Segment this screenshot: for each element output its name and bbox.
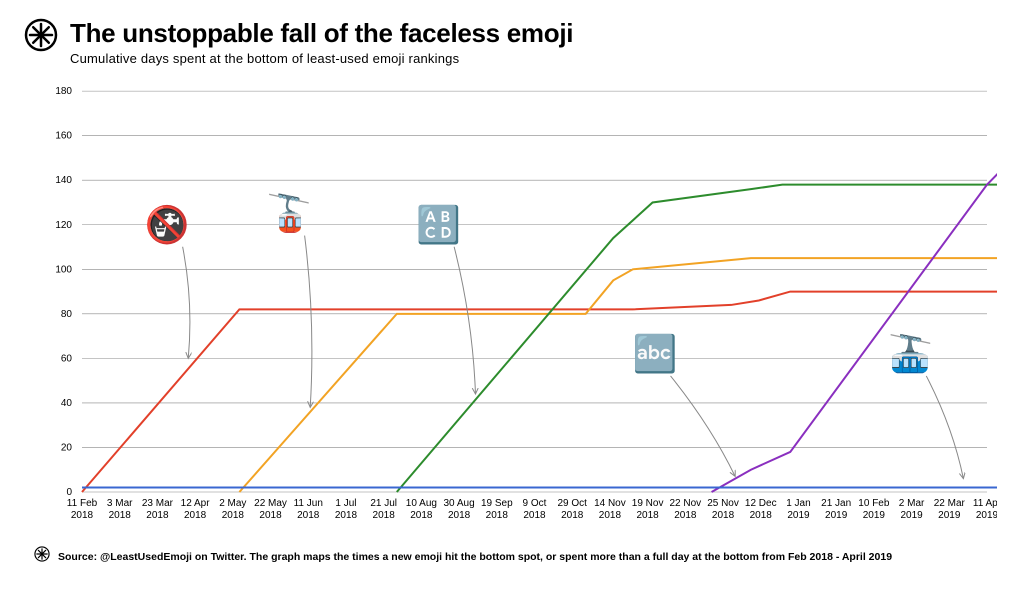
x-tick-label: 2018 — [109, 510, 132, 521]
chart-subtitle: Cumulative days spent at the bottom of l… — [70, 51, 1000, 66]
x-tick-label: 2018 — [712, 510, 735, 521]
x-tick-label: 21 Jan — [821, 498, 851, 509]
y-tick-label: 20 — [61, 442, 73, 453]
x-tick-label: 2018 — [335, 510, 358, 521]
callout-arrow — [671, 376, 736, 476]
x-tick-label: 1 Jul — [335, 498, 356, 509]
x-tick-label: 11 Apr — [973, 498, 997, 509]
x-tick-label: 22 Nov — [669, 498, 701, 509]
x-tick-label: 2018 — [71, 510, 94, 521]
y-tick-label: 80 — [61, 309, 73, 320]
y-tick-label: 0 — [66, 487, 72, 498]
x-tick-label: 19 Nov — [632, 498, 664, 509]
x-tick-label: 10 Aug — [406, 498, 437, 509]
x-tick-label: 2018 — [448, 510, 471, 521]
chart: 02040608010012014016018011 Feb20183 Mar2… — [27, 72, 997, 542]
callout-emoji-mountain-cableway: 🚠 — [888, 333, 933, 374]
x-tick-label: 2018 — [184, 510, 207, 521]
y-tick-label: 60 — [61, 353, 73, 364]
x-tick-label: 2018 — [674, 510, 697, 521]
x-tick-label: 9 Oct — [523, 498, 547, 509]
x-tick-label: 2018 — [599, 510, 622, 521]
footer-logo-icon — [34, 546, 50, 567]
y-tick-label: 160 — [55, 131, 72, 142]
callout-emoji-aerial-tramway: 🚡 — [267, 193, 312, 234]
x-tick-label: 2018 — [410, 510, 433, 521]
x-tick-label: 2019 — [938, 510, 961, 521]
x-tick-label: 2019 — [976, 510, 997, 521]
callout-emoji-non-potable-water: 🚱 — [145, 204, 190, 245]
y-tick-label: 40 — [61, 398, 73, 409]
x-tick-label: 11 Jun — [294, 498, 323, 509]
x-tick-label: 10 Feb — [858, 498, 890, 509]
x-tick-label: 2019 — [863, 510, 886, 521]
y-tick-label: 120 — [55, 220, 72, 231]
x-tick-label: 1 Jan — [786, 498, 810, 509]
x-tick-label: 2018 — [373, 510, 396, 521]
x-tick-label: 2018 — [561, 510, 584, 521]
series-non-potable-water — [82, 292, 997, 492]
callout-arrow — [926, 376, 963, 479]
source-text: Source: @LeastUsedEmoji on Twitter. The … — [58, 551, 892, 563]
x-tick-label: 30 Aug — [444, 498, 475, 509]
y-tick-label: 100 — [55, 264, 72, 275]
x-tick-label: 2018 — [146, 510, 169, 521]
x-tick-label: 14 Nov — [594, 498, 626, 509]
x-tick-label: 2019 — [825, 510, 848, 521]
callout-emoji-input-latin-uppercase: 🔠 — [416, 204, 461, 245]
x-tick-label: 11 Feb — [67, 498, 98, 509]
x-tick-label: 2018 — [637, 510, 660, 521]
x-tick-label: 2019 — [900, 510, 923, 521]
chart-title: The unstoppable fall of the faceless emo… — [70, 18, 1000, 49]
x-tick-label: 2018 — [222, 510, 245, 521]
x-tick-label: 12 Apr — [181, 498, 211, 509]
x-tick-label: 19 Sep — [481, 498, 513, 509]
x-tick-label: 2018 — [259, 510, 282, 521]
logo-icon — [24, 18, 58, 52]
x-tick-label: 2 May — [219, 498, 246, 509]
series-input-latin-lowercase — [712, 125, 997, 492]
x-tick-label: 2018 — [297, 510, 320, 521]
callout-arrow — [183, 247, 190, 359]
x-tick-label: 23 Mar — [142, 498, 174, 509]
series-aerial-tramway — [239, 258, 997, 492]
x-tick-label: 3 Mar — [107, 498, 133, 509]
callout-emoji-input-latin-lowercase: 🔤 — [633, 333, 678, 374]
x-tick-label: 2018 — [523, 510, 546, 521]
x-tick-label: 2019 — [787, 510, 810, 521]
x-tick-label: 2 Mar — [899, 498, 925, 509]
y-tick-label: 140 — [55, 175, 72, 186]
x-tick-label: 21 Jul — [370, 498, 397, 509]
y-tick-label: 180 — [55, 86, 72, 97]
x-tick-label: 22 Mar — [934, 498, 966, 509]
x-tick-label: 12 Dec — [745, 498, 777, 509]
x-tick-label: 22 May — [254, 498, 287, 509]
x-tick-label: 2018 — [486, 510, 509, 521]
callout-arrow — [454, 247, 475, 394]
x-tick-label: 2018 — [750, 510, 773, 521]
x-tick-label: 25 Nov — [707, 498, 739, 509]
callout-arrow — [305, 236, 312, 408]
x-tick-label: 29 Oct — [557, 498, 587, 509]
